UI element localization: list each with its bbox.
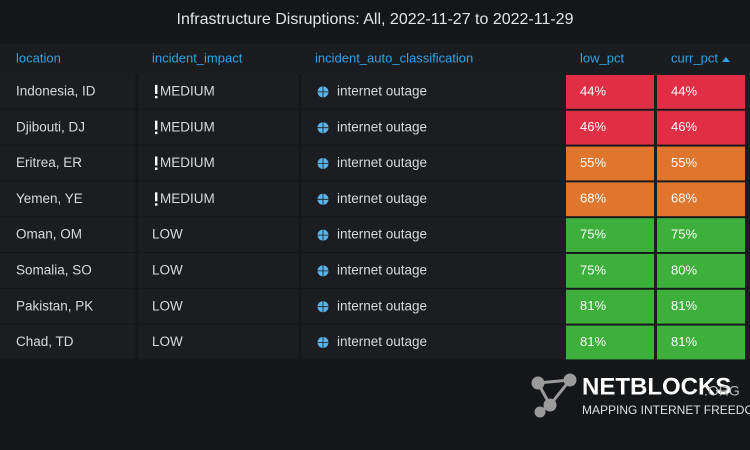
table-row: Pakistan, PK LOW internet outage 81% 81%: [0, 288, 750, 326]
table-header-row: [0, 44, 750, 74]
tagline: MAPPING INTERNET FREEDOM: [582, 403, 750, 417]
globe-icon-lines: [317, 301, 329, 313]
column-header: curr_pct: [671, 50, 718, 65]
curr-pct-cell: 80%: [671, 262, 697, 277]
low-pct-cell: 68%: [580, 191, 606, 206]
impact-cell: MEDIUM: [160, 83, 215, 98]
pct-cell-background: [566, 254, 654, 288]
location-cell: Djibouti, DJ: [16, 119, 85, 134]
pct-cell-background: [566, 218, 654, 252]
classification-cell: internet outage: [337, 262, 427, 277]
table-row: Oman, OM LOW internet outage 75% 75%: [0, 217, 750, 254]
pct-cell-background: [657, 254, 745, 288]
table-row: Eritrea, ER MEDIUM internet outage 55% 55%: [0, 145, 750, 183]
globe-icon-lines: [317, 337, 329, 348]
pct-cell-background: [566, 146, 654, 181]
table-row: Indonesia, ID MEDIUM internet outage 44% 44%: [0, 74, 750, 111]
classification-cell: internet outage: [337, 227, 427, 242]
warning-icon: [155, 84, 158, 94]
globe-icon-lines: [317, 229, 329, 241]
pct-cell-background: [566, 182, 654, 217]
classification-cell: internet outage: [337, 191, 427, 206]
classification-cell: internet outage: [337, 83, 427, 98]
table-header: location incident_impact incident_auto_cla…: [16, 50, 730, 65]
low-pct-cell: 81%: [580, 298, 606, 313]
pct-cell-background: [657, 325, 745, 360]
watermark: NETBLOCKS .ORG MAPPING INTERNET FREEDOM: [531, 373, 750, 418]
globe-icon-lines: [317, 265, 329, 277]
location-cell: Eritrea, ER: [16, 155, 82, 170]
brand: NETBLOCKS: [582, 373, 731, 400]
pct-cell-background: [566, 75, 654, 109]
pct-cell-background: [566, 289, 654, 324]
classification-cell: internet outage: [337, 298, 427, 313]
low-pct-cell: 75%: [580, 262, 606, 277]
sort-indicator: [721, 57, 730, 62]
classification-cell: internet outage: [337, 155, 427, 170]
panel-title: Infrastructure Disruptions: All, 2022-11…: [177, 11, 574, 28]
low-pct-cell: 75%: [580, 227, 606, 242]
location-cell: Oman, OM: [16, 227, 82, 242]
warning-icon-dot: [155, 167, 158, 170]
curr-pct-cell: 81%: [671, 298, 697, 313]
impact-cell: LOW: [152, 334, 183, 349]
impact-cell: MEDIUM: [160, 119, 215, 134]
table-row: Somalia, SO LOW internet outage 75% 80%: [0, 253, 750, 290]
curr-pct-cell: 44%: [671, 83, 697, 98]
curr-pct-cell: 81%: [671, 334, 697, 349]
warning-icon: [155, 156, 158, 166]
globe-icon-lines: [317, 86, 329, 98]
curr-pct-cell: 75%: [671, 227, 697, 242]
warning-icon: [155, 120, 158, 130]
pct-cell-background: [657, 182, 745, 217]
low-pct-cell: 81%: [580, 334, 606, 349]
curr-pct-cell: 55%: [671, 155, 697, 170]
column-header: incident_impact: [152, 50, 243, 65]
warning-icon-dot: [155, 131, 158, 135]
pct-cell-background: [566, 110, 654, 145]
pct-cell-background: [657, 110, 745, 145]
table-row: Chad, TD LOW internet outage 81% 81%: [0, 324, 750, 362]
impact-cell: LOW: [152, 262, 183, 277]
warning-icon-dot: [155, 203, 158, 206]
pct-cell-background: [657, 289, 745, 324]
warning-icon-dot: [155, 95, 158, 99]
location-cell: Somalia, SO: [16, 262, 92, 277]
classification-cell: internet outage: [337, 119, 427, 134]
column-header: incident_auto_classification: [315, 50, 473, 65]
classification-cell: internet outage: [337, 334, 427, 349]
globe-icon-lines: [317, 193, 329, 205]
location-cell: Yemen, YE: [16, 191, 83, 206]
pct-cell-background: [657, 218, 745, 252]
table-body: Indonesia, ID MEDIUM internet outage 44% 44%…: [0, 74, 750, 362]
column-header: location: [16, 50, 61, 65]
location-cell: Chad, TD: [16, 334, 74, 349]
globe-icon-lines: [317, 122, 329, 134]
table-row: Djibouti, DJ MEDIUM internet outage 46% 46%: [0, 109, 750, 147]
low-pct-cell: 44%: [580, 83, 606, 98]
curr-pct-cell: 46%: [671, 119, 697, 134]
location-cell: Indonesia, ID: [16, 83, 96, 98]
table-row: Yemen, YE MEDIUM internet outage 68% 68%: [0, 181, 750, 219]
impact-cell: LOW: [152, 227, 183, 242]
netblocks-logo: [531, 373, 577, 418]
warning-icon: [155, 192, 158, 202]
impact-cell: MEDIUM: [160, 191, 215, 206]
impact-cell: MEDIUM: [160, 155, 215, 170]
impact-cell: LOW: [152, 298, 183, 313]
curr-pct-cell: 68%: [671, 191, 697, 206]
brand-suffix: .ORG: [704, 383, 740, 399]
low-pct-cell: 55%: [580, 155, 606, 170]
location-cell: Pakistan, PK: [16, 298, 93, 313]
low-pct-cell: 46%: [580, 119, 606, 134]
pct-cell-background: [566, 325, 654, 360]
pct-cell-background: [657, 75, 745, 109]
pct-cell-background: [657, 146, 745, 181]
column-header: low_pct: [580, 50, 624, 65]
globe-icon-lines: [317, 158, 329, 169]
